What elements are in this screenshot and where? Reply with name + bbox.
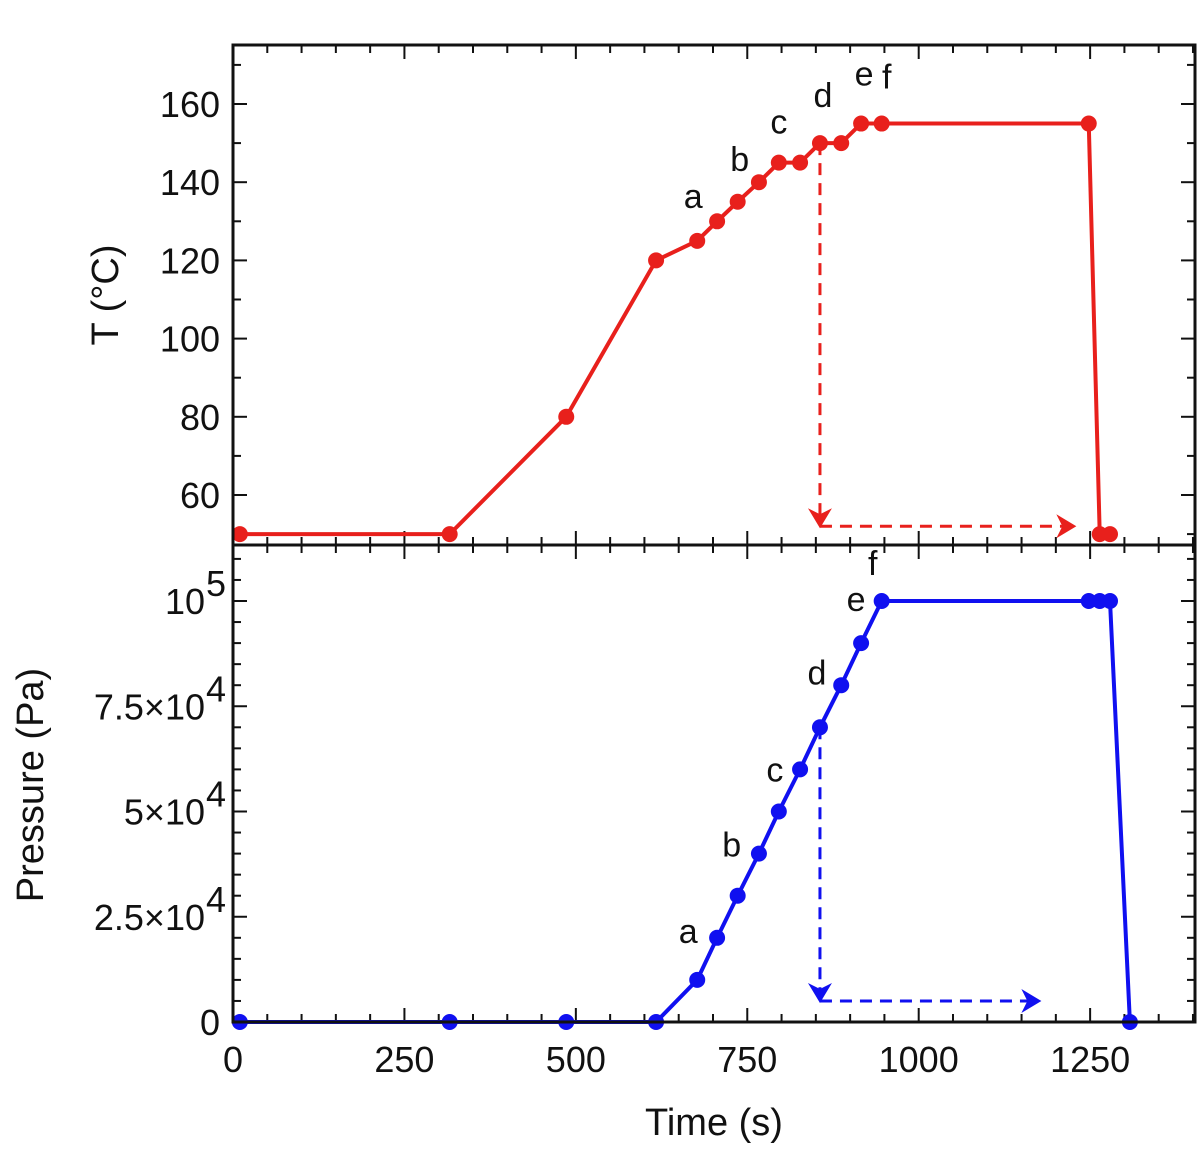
- top-data-point: [853, 115, 870, 132]
- y-tick-label-exponent: 4: [206, 879, 226, 920]
- top-data-point: [1080, 115, 1097, 132]
- point-label-c: c: [766, 752, 783, 790]
- bottom-data-point: [853, 635, 870, 652]
- y-tick-label: 120: [160, 240, 220, 281]
- x-tick-label: 750: [717, 1039, 777, 1080]
- y-tick-label: 60: [180, 475, 220, 516]
- y-tick-label-exponent: 5: [206, 563, 226, 604]
- x-tick-label: 1000: [879, 1039, 959, 1080]
- x-tick-label: 0: [223, 1039, 243, 1080]
- point-label-f: f: [882, 59, 892, 97]
- point-label-b: b: [730, 141, 749, 179]
- y-tick-label: 80: [180, 397, 220, 438]
- y-tick-label: 140: [160, 162, 220, 203]
- top-data-point: [558, 408, 575, 425]
- top-data-point: [689, 232, 706, 249]
- x-tick-label: 500: [546, 1039, 606, 1080]
- point-label-d: d: [813, 77, 832, 115]
- bottom-data-point: [792, 761, 809, 778]
- point-label-e: e: [855, 56, 874, 94]
- point-label-f: f: [868, 545, 878, 583]
- top-data-point: [833, 135, 850, 152]
- top-data-point: [709, 213, 726, 230]
- bottom-data-point: [729, 887, 746, 904]
- bottom-y-axis-label: Pressure (Pa): [10, 668, 52, 902]
- point-label-d: d: [807, 654, 826, 692]
- bottom-data-point: [770, 803, 787, 820]
- bottom-plot-frame: [231, 543, 1197, 1024]
- y-tick-label-exponent: 4: [206, 774, 226, 815]
- top-data-point: [1102, 526, 1119, 543]
- top-data-point: [770, 154, 787, 171]
- bottom-data-point: [873, 593, 890, 609]
- point-label-a: a: [679, 913, 698, 951]
- point-label-e: e: [847, 581, 866, 619]
- top-arrowhead-down: [807, 508, 832, 529]
- top-arrowhead-right: [1056, 514, 1077, 539]
- bottom-data-point: [1102, 593, 1119, 609]
- point-label-b: b: [722, 827, 741, 865]
- x-tick-label: 1250: [1050, 1039, 1130, 1080]
- bottom-data-point: [689, 971, 706, 988]
- top-data-point: [729, 193, 746, 210]
- bottom-arrowhead-right: [1021, 988, 1042, 1013]
- top-data-point: [792, 154, 809, 171]
- x-axis-label: Time (s): [645, 1102, 783, 1144]
- y-tick-label: 160: [160, 84, 220, 125]
- top-series-line: [239, 121, 1111, 537]
- bottom-data-point: [1080, 593, 1097, 609]
- point-label-a: a: [684, 178, 703, 216]
- top-data-point: [231, 526, 248, 543]
- y-tick-label: 10: [165, 581, 205, 622]
- x-tick-label: 250: [374, 1039, 434, 1080]
- bottom-data-point: [833, 677, 850, 694]
- top-data-point: [441, 526, 458, 543]
- bottom-series-line: [239, 599, 1132, 1024]
- y-tick-label-exponent: 4: [206, 668, 226, 709]
- top-y-axis-label: T (°C): [85, 244, 127, 345]
- top-data-point: [648, 252, 665, 269]
- top-plot-frame: [231, 43, 1197, 547]
- top-data-point: [750, 174, 767, 191]
- y-tick-label: 100: [160, 319, 220, 360]
- y-tick-label: 2.5×10: [94, 897, 205, 938]
- bottom-arrowhead-down: [807, 982, 832, 1003]
- bottom-data-point: [709, 929, 726, 946]
- y-tick-label: 7.5×10: [94, 686, 205, 727]
- bottom-data-point: [750, 845, 767, 862]
- point-label-c: c: [770, 104, 787, 142]
- y-tick-label: 0: [200, 1002, 220, 1043]
- top-data-point: [873, 115, 890, 132]
- y-tick-label: 5×10: [124, 792, 205, 833]
